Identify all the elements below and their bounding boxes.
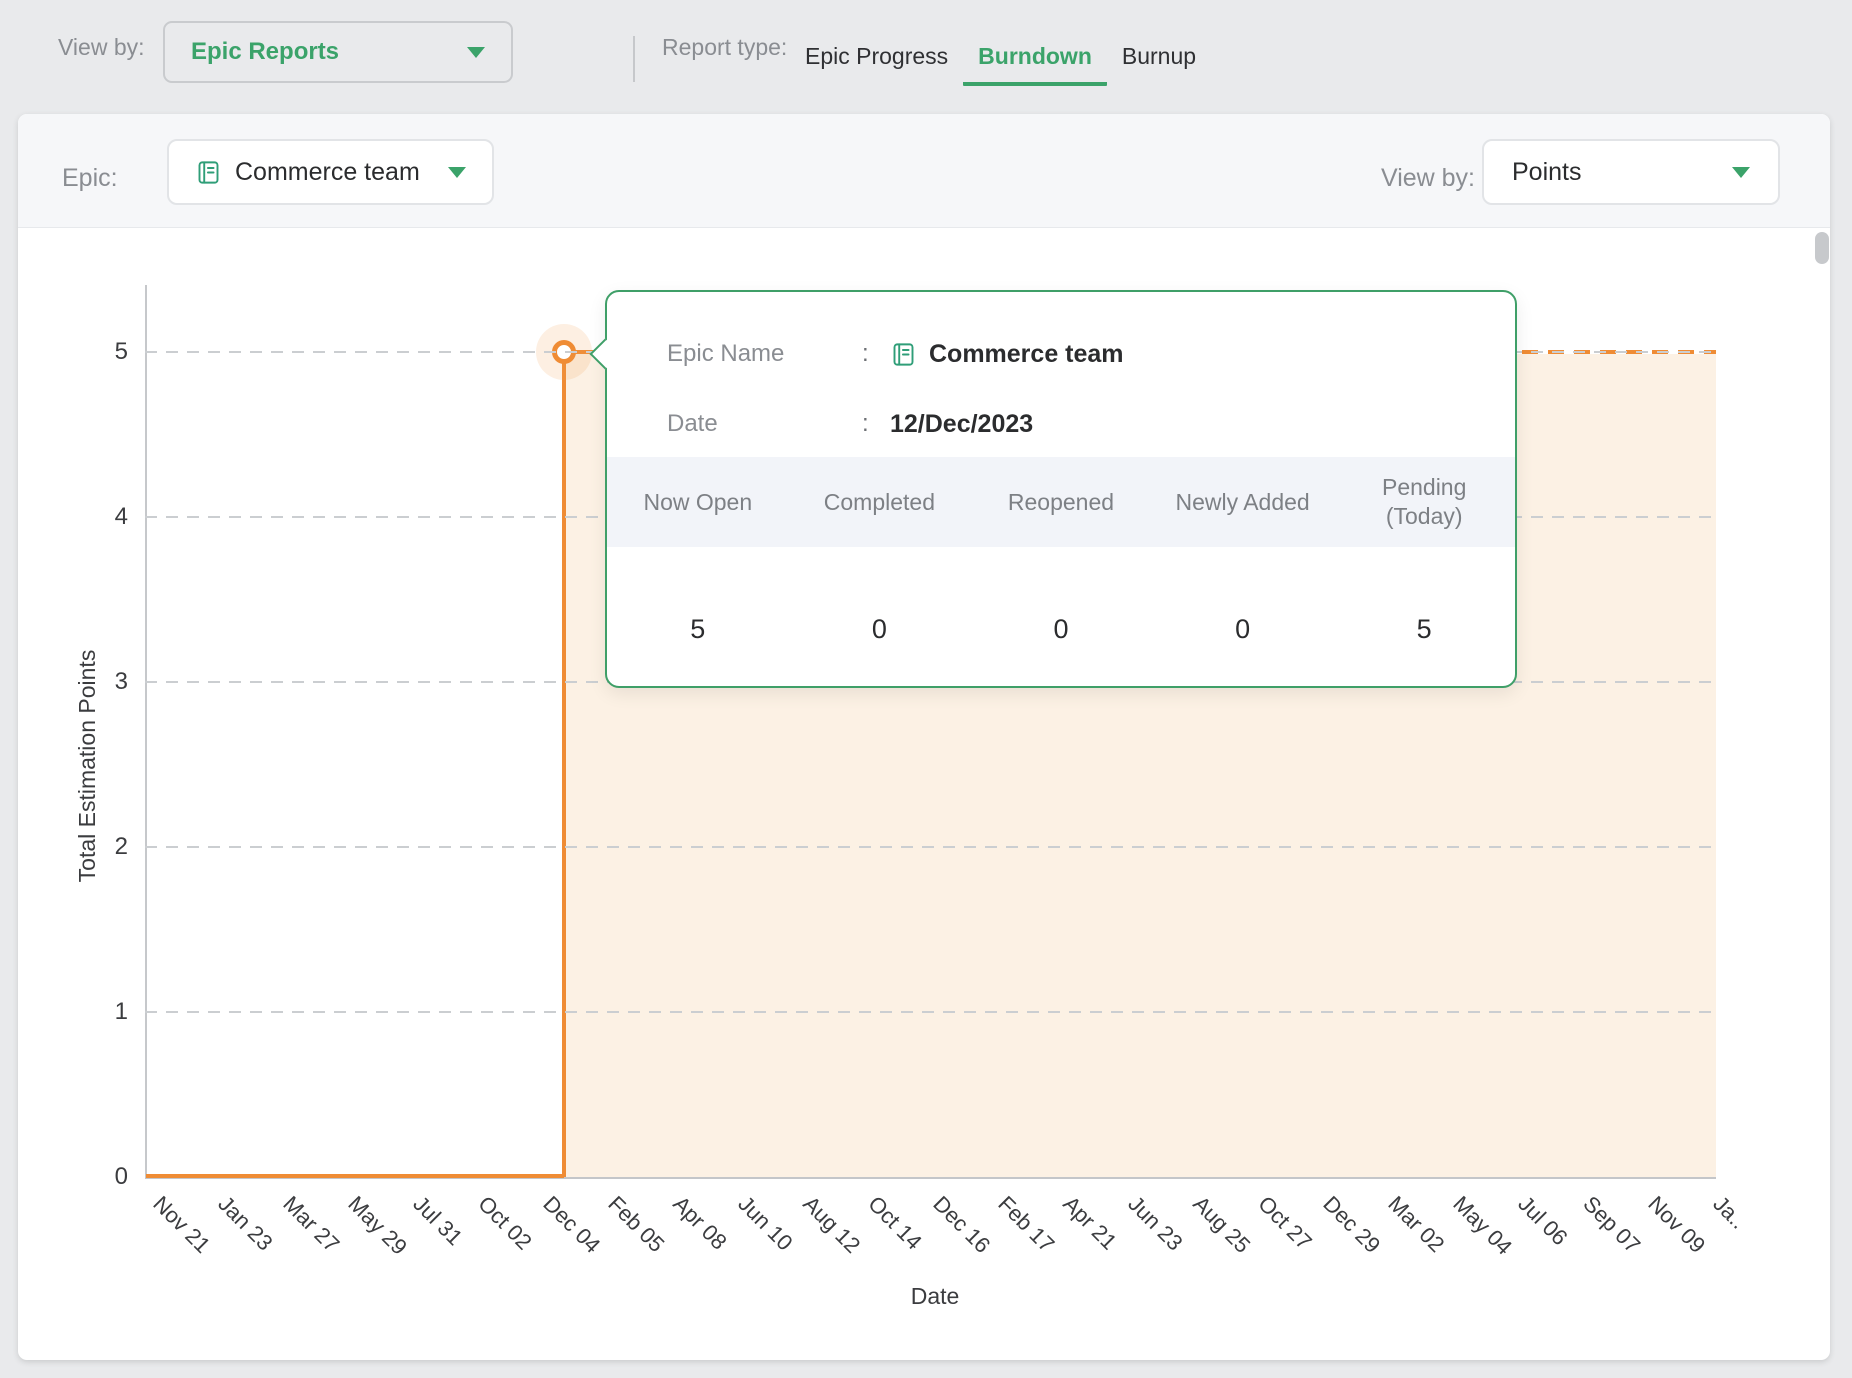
epic-dropdown-value: Commerce team xyxy=(235,157,420,186)
tab-burnup[interactable]: Burnup xyxy=(1121,42,1197,69)
x-tick-label: Apr 21 xyxy=(1058,1191,1122,1255)
chart-tooltip: Epic Name : Commerce team Date : 12/Dec/… xyxy=(589,290,1517,688)
x-tick-label: Feb 17 xyxy=(993,1191,1060,1258)
y-tick-label: 0 xyxy=(114,1163,128,1190)
column-completed: Completed xyxy=(823,488,935,515)
x-tick-label: Jun 23 xyxy=(1123,1191,1188,1256)
report-type-tabs: Epic Progress Burndown Burnup xyxy=(790,0,1211,114)
series-line-rise xyxy=(562,352,566,1177)
value-completed: 0 xyxy=(871,613,887,644)
x-axis-title: Date xyxy=(910,1283,960,1309)
chevron-down-icon xyxy=(467,46,485,58)
chevron-down-icon xyxy=(448,166,466,178)
x-tick-label: Jun 10 xyxy=(733,1191,798,1256)
x-tick-label: Nov 09 xyxy=(1643,1191,1711,1258)
tab-epic-progress[interactable]: Epic Progress xyxy=(805,42,949,69)
points-dropdown-value: Points xyxy=(1512,157,1582,186)
x-tick-label: Oct 27 xyxy=(1253,1191,1317,1255)
column-now-open: Now Open xyxy=(643,488,753,515)
x-tick-label: Jul 06 xyxy=(1513,1191,1573,1251)
series-line-baseline xyxy=(146,1174,564,1178)
epic-label: Epic: xyxy=(62,164,118,192)
epic-book-icon xyxy=(893,342,914,366)
x-tick-label: May 29 xyxy=(343,1191,413,1260)
y-axis-line xyxy=(145,285,147,1179)
chevron-down-icon xyxy=(1732,166,1750,178)
points-view-by-label: View by: xyxy=(1380,164,1475,192)
report-toolbar: View by: Epic Reports Report type: Epic … xyxy=(0,0,1852,114)
x-tick-label: Aug 25 xyxy=(1188,1191,1256,1258)
y-tick-label: 5 xyxy=(114,338,128,365)
tooltip-date-label: Date xyxy=(667,410,718,437)
value-now-open: 5 xyxy=(690,613,706,644)
x-tick-label: Feb 05 xyxy=(603,1191,670,1258)
report-type-label: Report type: xyxy=(662,34,788,60)
x-tick-label: Ja.. xyxy=(1708,1191,1752,1234)
tooltip-epic-name-label: Epic Name xyxy=(667,340,785,367)
h-gridline xyxy=(145,846,1716,848)
y-tick-label: 1 xyxy=(114,998,128,1025)
value-reopened: 0 xyxy=(1053,613,1069,644)
x-tick-label: Jul 31 xyxy=(408,1191,468,1251)
report-view-by-value: Epic Reports xyxy=(191,38,340,65)
x-tick-label: Dec 16 xyxy=(928,1191,996,1258)
y-tick-label: 3 xyxy=(114,668,128,695)
epic-book-icon xyxy=(198,160,219,184)
report-view-by-dropdown[interactable]: Epic Reports xyxy=(163,21,513,83)
epic-dropdown[interactable]: Commerce team xyxy=(167,139,494,205)
tab-burndown[interactable]: Burndown xyxy=(963,29,1107,86)
x-tick-label: Apr 08 xyxy=(668,1191,732,1255)
burndown-chart: Total Estimation Points Date Epic Name :… xyxy=(18,228,1830,1360)
x-tick-label: Mar 02 xyxy=(1383,1191,1450,1258)
h-gridline xyxy=(145,1011,1716,1013)
x-axis-line xyxy=(145,1177,1716,1179)
y-tick-label: 2 xyxy=(114,833,128,860)
tooltip-table-header: Now Open Completed Reopened Newly Added … xyxy=(607,457,1515,547)
tooltip-date-value: 12/Dec/2023 xyxy=(890,409,1034,438)
x-tick-label: Oct 02 xyxy=(473,1191,537,1255)
x-tick-label: Oct 14 xyxy=(863,1191,927,1255)
x-tick-label: Dec 29 xyxy=(1318,1191,1386,1258)
chart-filter-bar: Epic: Commerce team View by: Points xyxy=(18,114,1830,228)
tooltip-colon: : xyxy=(862,410,869,437)
value-newly-added: 0 xyxy=(1235,613,1251,644)
x-tick-label: Nov 21 xyxy=(148,1191,216,1258)
x-tick-label: Jan 23 xyxy=(213,1191,278,1256)
column-pending-today: Pending (Today) xyxy=(1381,474,1467,529)
x-tick-label: Dec 04 xyxy=(538,1191,606,1258)
value-pending-today: 5 xyxy=(1416,613,1432,644)
tooltip-table-values: 5 0 0 0 5 xyxy=(607,597,1515,661)
view-by-label: View by: xyxy=(58,34,145,60)
tooltip-epic-name-value: Commerce team xyxy=(929,339,1124,368)
vertical-scrollbar-thumb[interactable] xyxy=(1815,232,1829,264)
x-tick-label: May 04 xyxy=(1448,1191,1518,1260)
x-tick-label: Aug 12 xyxy=(798,1191,866,1258)
y-axis-title: Total Estimation Points xyxy=(74,649,100,883)
x-tick-label: Mar 27 xyxy=(278,1191,345,1258)
tooltip-colon: : xyxy=(862,340,869,367)
burndown-report-card: Epic: Commerce team View by: Points Tota… xyxy=(18,114,1830,1360)
column-reopened: Reopened xyxy=(1007,488,1115,515)
column-newly-added: Newly Added xyxy=(1175,488,1310,515)
x-tick-label: Sep 07 xyxy=(1578,1191,1646,1258)
points-dropdown[interactable]: Points xyxy=(1482,139,1780,205)
y-tick-label: 4 xyxy=(114,503,128,530)
toolbar-divider xyxy=(633,36,635,82)
